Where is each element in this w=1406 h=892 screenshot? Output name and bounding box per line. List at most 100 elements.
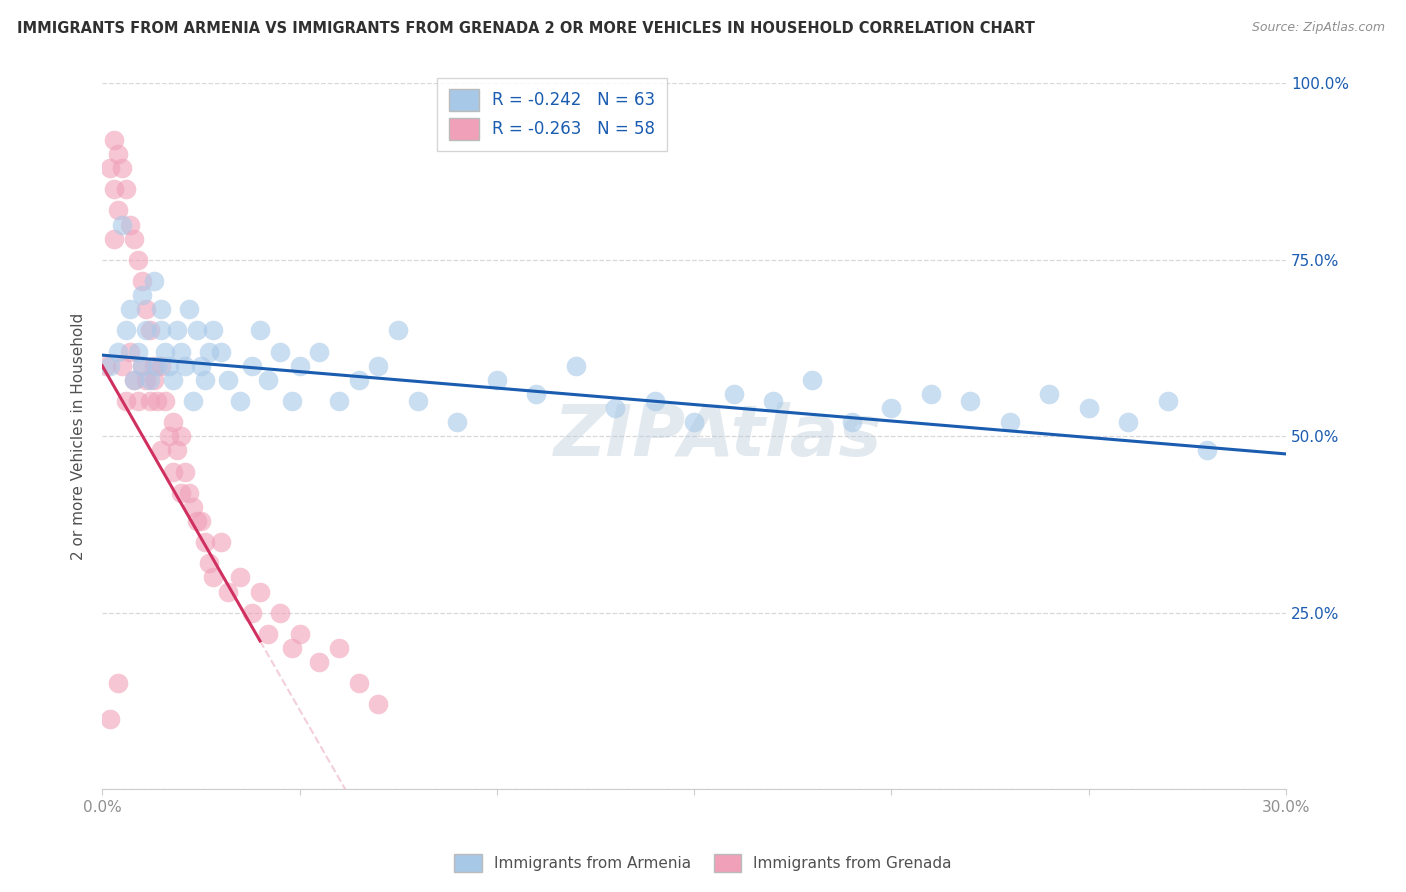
Legend: R = -0.242   N = 63, R = -0.263   N = 58: R = -0.242 N = 63, R = -0.263 N = 58: [437, 78, 666, 152]
Point: [155, 394, 177, 409]
Point: [107, 147, 129, 161]
Point: [135, 323, 157, 337]
Point: [1038, 387, 1060, 401]
Point: [103, 133, 125, 147]
Point: [229, 394, 252, 409]
Point: [229, 570, 252, 584]
Point: [181, 394, 204, 409]
Point: [308, 344, 330, 359]
Point: [135, 302, 157, 317]
Point: [197, 557, 219, 571]
Point: [288, 627, 311, 641]
Point: [170, 429, 193, 443]
Point: [122, 373, 145, 387]
Point: [122, 232, 145, 246]
Point: [257, 627, 280, 641]
Point: [150, 443, 173, 458]
Point: [194, 373, 217, 387]
Point: [218, 373, 240, 387]
Point: [240, 359, 263, 373]
Point: [1156, 394, 1178, 409]
Point: [107, 203, 129, 218]
Point: [605, 401, 627, 415]
Point: [122, 373, 145, 387]
Point: [111, 161, 134, 175]
Point: [723, 387, 745, 401]
Point: [146, 359, 169, 373]
Point: [194, 535, 217, 549]
Point: [142, 274, 165, 288]
Point: [446, 415, 468, 429]
Point: [131, 288, 153, 302]
Point: [127, 252, 149, 267]
Point: [683, 415, 706, 429]
Y-axis label: 2 or more Vehicles in Household: 2 or more Vehicles in Household: [72, 313, 86, 560]
Point: [644, 394, 666, 409]
Point: [135, 373, 157, 387]
Point: [269, 344, 291, 359]
Point: [328, 640, 350, 655]
Point: [240, 606, 263, 620]
Point: [249, 323, 271, 337]
Point: [186, 323, 208, 337]
Point: [177, 485, 200, 500]
Point: [1195, 443, 1218, 458]
Legend: Immigrants from Armenia, Immigrants from Grenada: Immigrants from Armenia, Immigrants from…: [446, 846, 960, 880]
Text: ZIPAtlas: ZIPAtlas: [554, 401, 882, 471]
Point: [367, 359, 389, 373]
Point: [1077, 401, 1099, 415]
Text: IMMIGRANTS FROM ARMENIA VS IMMIGRANTS FROM GRENADA 2 OR MORE VEHICLES IN HOUSEHO: IMMIGRANTS FROM ARMENIA VS IMMIGRANTS FR…: [17, 21, 1035, 36]
Point: [801, 373, 824, 387]
Point: [347, 676, 370, 690]
Point: [162, 465, 184, 479]
Point: [142, 359, 165, 373]
Point: [131, 359, 153, 373]
Point: [98, 161, 121, 175]
Point: [762, 394, 785, 409]
Point: [367, 698, 389, 712]
Point: [347, 373, 370, 387]
Point: [138, 373, 160, 387]
Point: [201, 323, 224, 337]
Point: [157, 359, 180, 373]
Point: [127, 344, 149, 359]
Point: [96, 359, 118, 373]
Point: [150, 302, 173, 317]
Point: [328, 394, 350, 409]
Point: [157, 429, 180, 443]
Point: [115, 182, 138, 196]
Point: [209, 535, 232, 549]
Point: [142, 373, 165, 387]
Point: [920, 387, 942, 401]
Point: [170, 344, 193, 359]
Point: [103, 182, 125, 196]
Point: [186, 514, 208, 528]
Point: [150, 359, 173, 373]
Point: [190, 359, 212, 373]
Point: [107, 344, 129, 359]
Point: [197, 344, 219, 359]
Point: [150, 323, 173, 337]
Point: [131, 359, 153, 373]
Point: [115, 394, 138, 409]
Point: [162, 415, 184, 429]
Point: [564, 359, 586, 373]
Point: [280, 394, 302, 409]
Point: [288, 359, 311, 373]
Point: [280, 640, 302, 655]
Point: [269, 606, 291, 620]
Point: [166, 443, 188, 458]
Point: [111, 218, 134, 232]
Text: Source: ZipAtlas.com: Source: ZipAtlas.com: [1251, 21, 1385, 34]
Point: [209, 344, 232, 359]
Point: [118, 344, 141, 359]
Point: [162, 373, 184, 387]
Point: [131, 274, 153, 288]
Point: [170, 485, 193, 500]
Point: [190, 514, 212, 528]
Point: [218, 584, 240, 599]
Point: [127, 394, 149, 409]
Point: [155, 344, 177, 359]
Point: [249, 584, 271, 599]
Point: [485, 373, 508, 387]
